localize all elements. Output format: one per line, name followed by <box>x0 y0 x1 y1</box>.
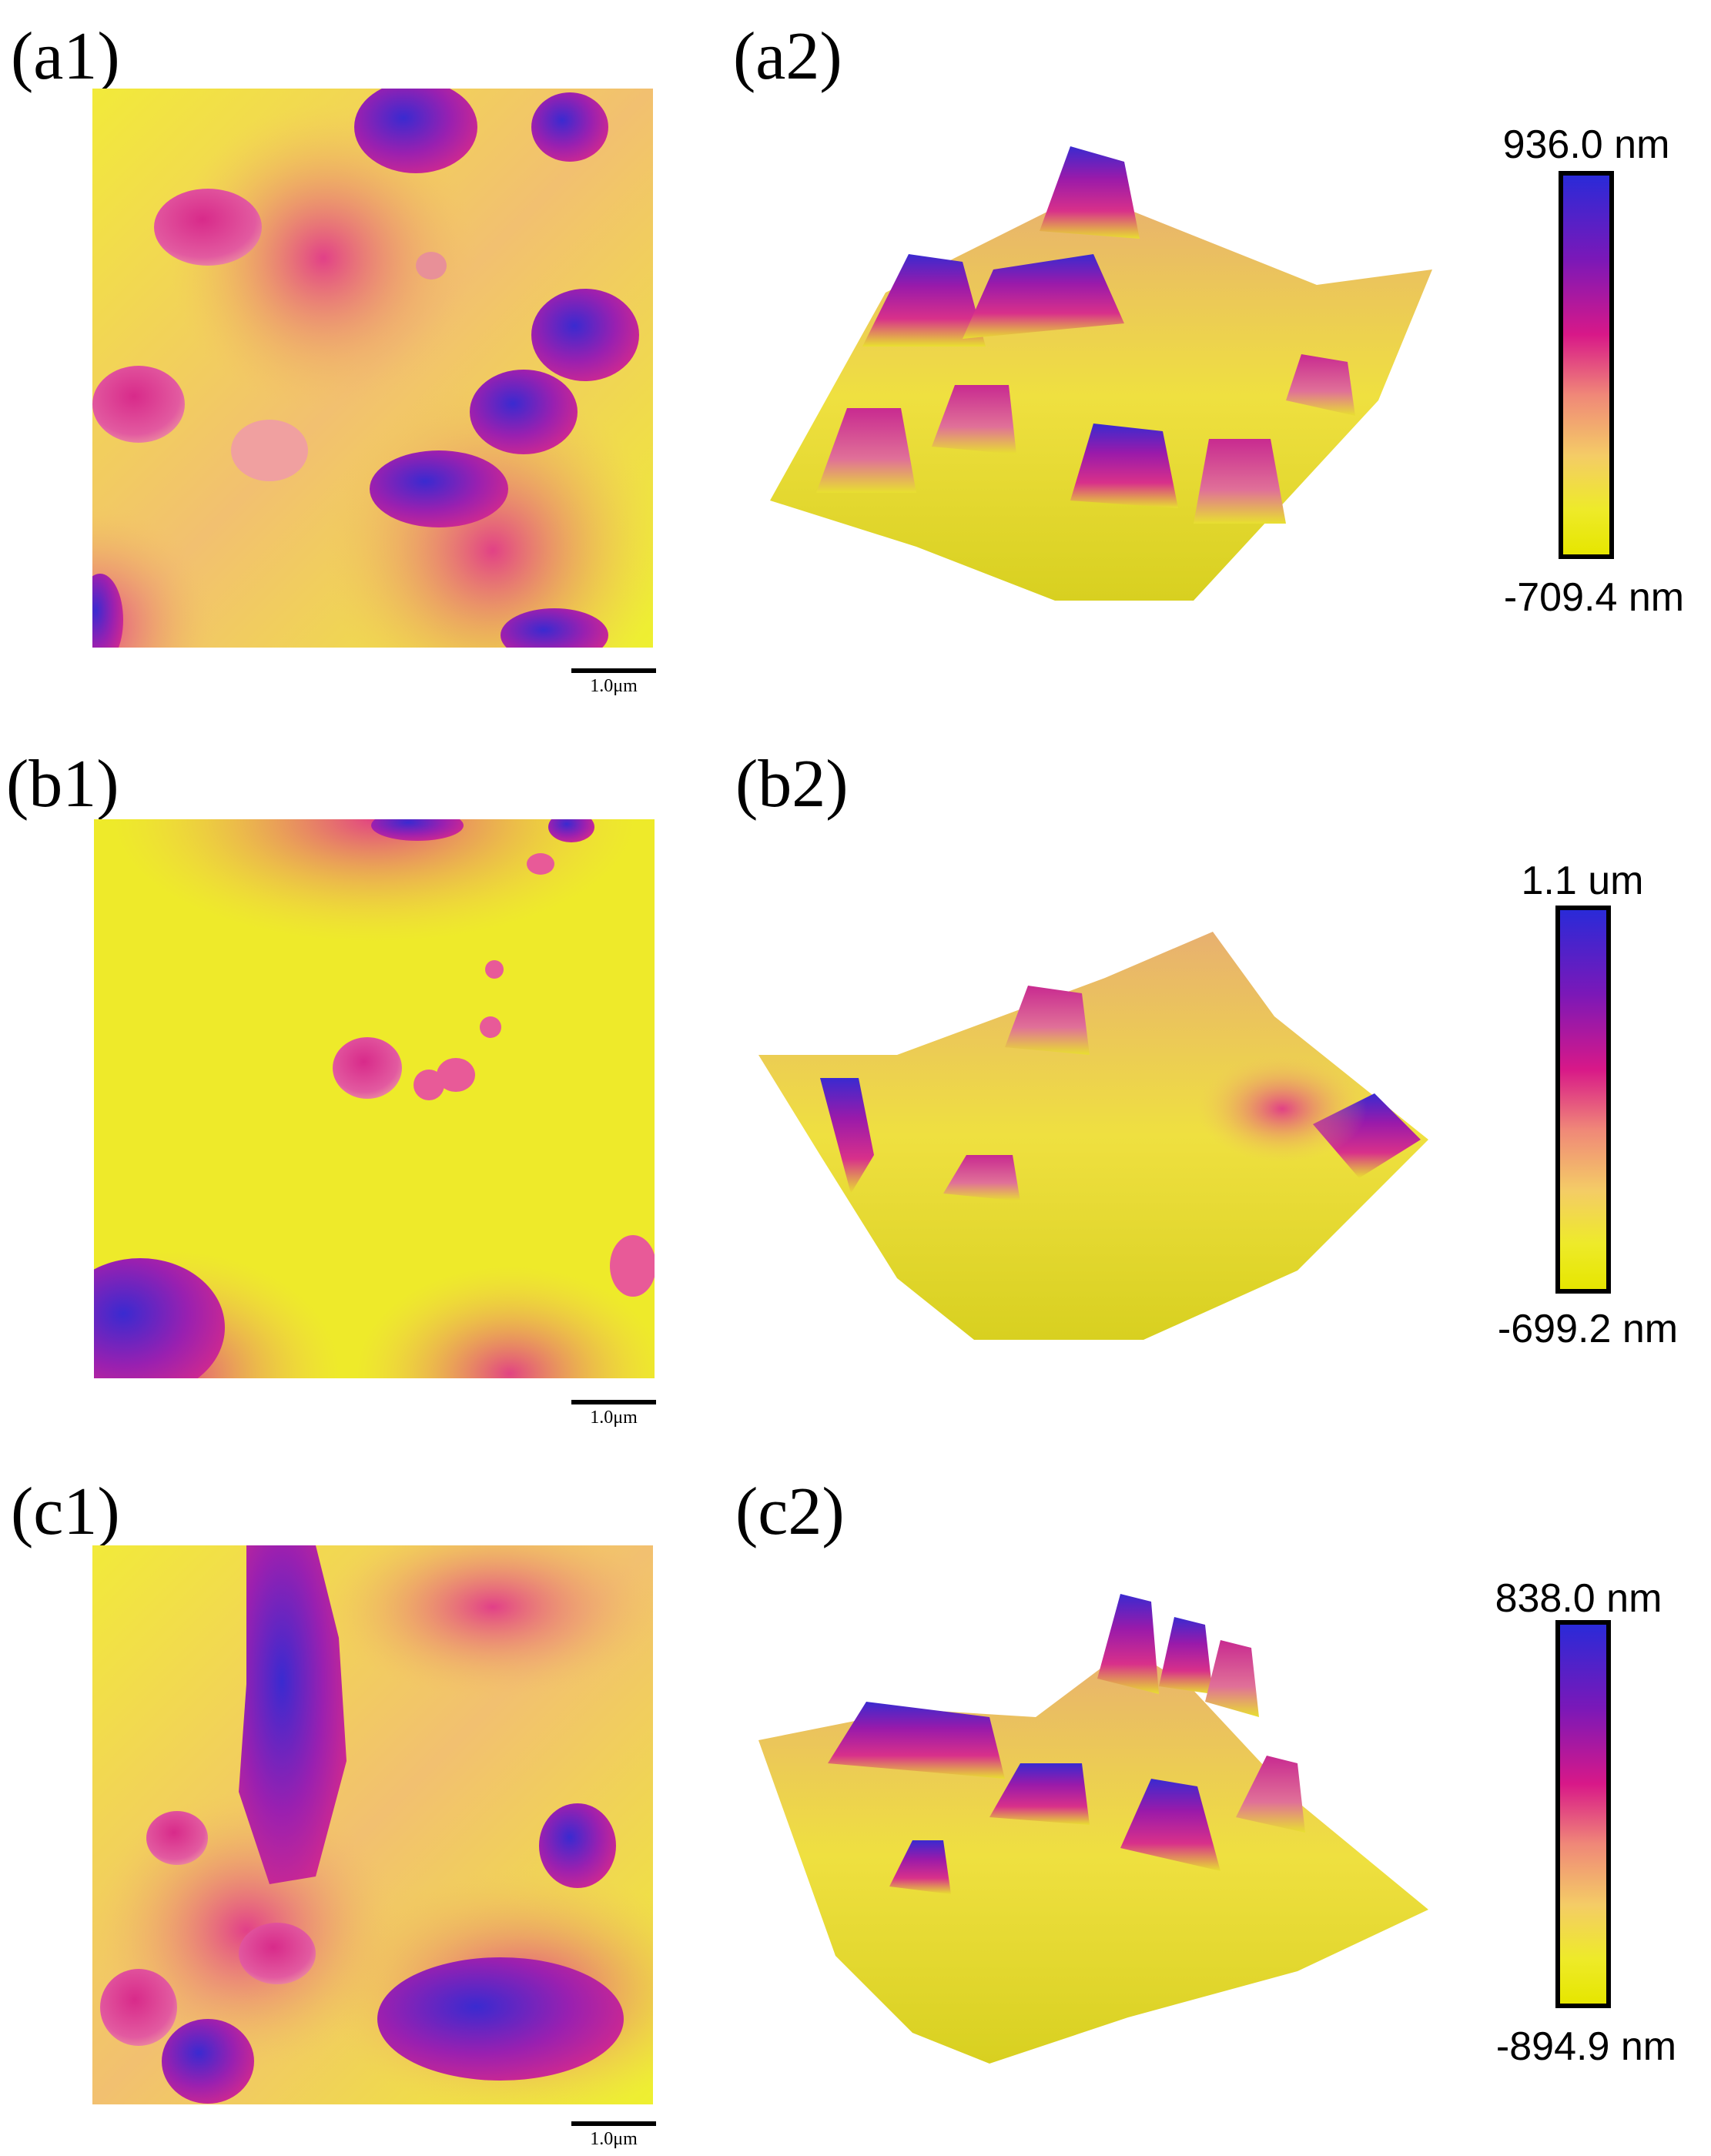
panel-label-b2: (b2) <box>735 747 849 822</box>
panel-label-a1: (a1) <box>11 19 120 94</box>
colorbar-max-c2: 838.0 nm <box>1495 1576 1662 1621</box>
afm-3d-surface-b2 <box>758 932 1428 1340</box>
colorbar-c2 <box>1555 1620 1611 2008</box>
scale-bar-text: 1.0μm <box>590 2129 638 2149</box>
colorbar-a2 <box>1559 171 1614 559</box>
colorbar-min-b2: -699.2 nm <box>1497 1307 1679 1351</box>
colorbar-max-a2: 936.0 nm <box>1502 122 1670 167</box>
scale-bar-line <box>571 668 656 673</box>
afm-2d-image-a1 <box>92 89 653 648</box>
panel-label-c2: (c2) <box>735 1475 845 1549</box>
afm-2d-image-b1 <box>94 819 655 1378</box>
afm-3d-surface-c2 <box>758 1594 1428 2064</box>
colorbar-b2 <box>1555 906 1611 1294</box>
panel-label-a2: (a2) <box>733 19 842 94</box>
colorbar-min-a2: -709.4 nm <box>1503 575 1685 620</box>
afm-2d-image-c1 <box>92 1545 653 2104</box>
scale-bar-line <box>571 1400 656 1404</box>
scale-bar-c1: 1.0μm <box>571 2121 656 2155</box>
afm-3d-surface-a2 <box>770 146 1432 601</box>
scale-bar-text: 1.0μm <box>590 676 638 696</box>
scale-bar-line <box>571 2121 656 2126</box>
scale-bar-a1: 1.0μm <box>571 668 656 702</box>
scale-bar-b1: 1.0μm <box>571 1400 656 1434</box>
scale-bar-text: 1.0μm <box>590 1408 638 1428</box>
colorbar-min-c2: -894.9 nm <box>1495 2024 1677 2069</box>
panel-label-b1: (b1) <box>6 747 119 822</box>
colorbar-max-b2: 1.1 um <box>1521 859 1644 903</box>
panel-label-c1: (c1) <box>11 1475 120 1549</box>
